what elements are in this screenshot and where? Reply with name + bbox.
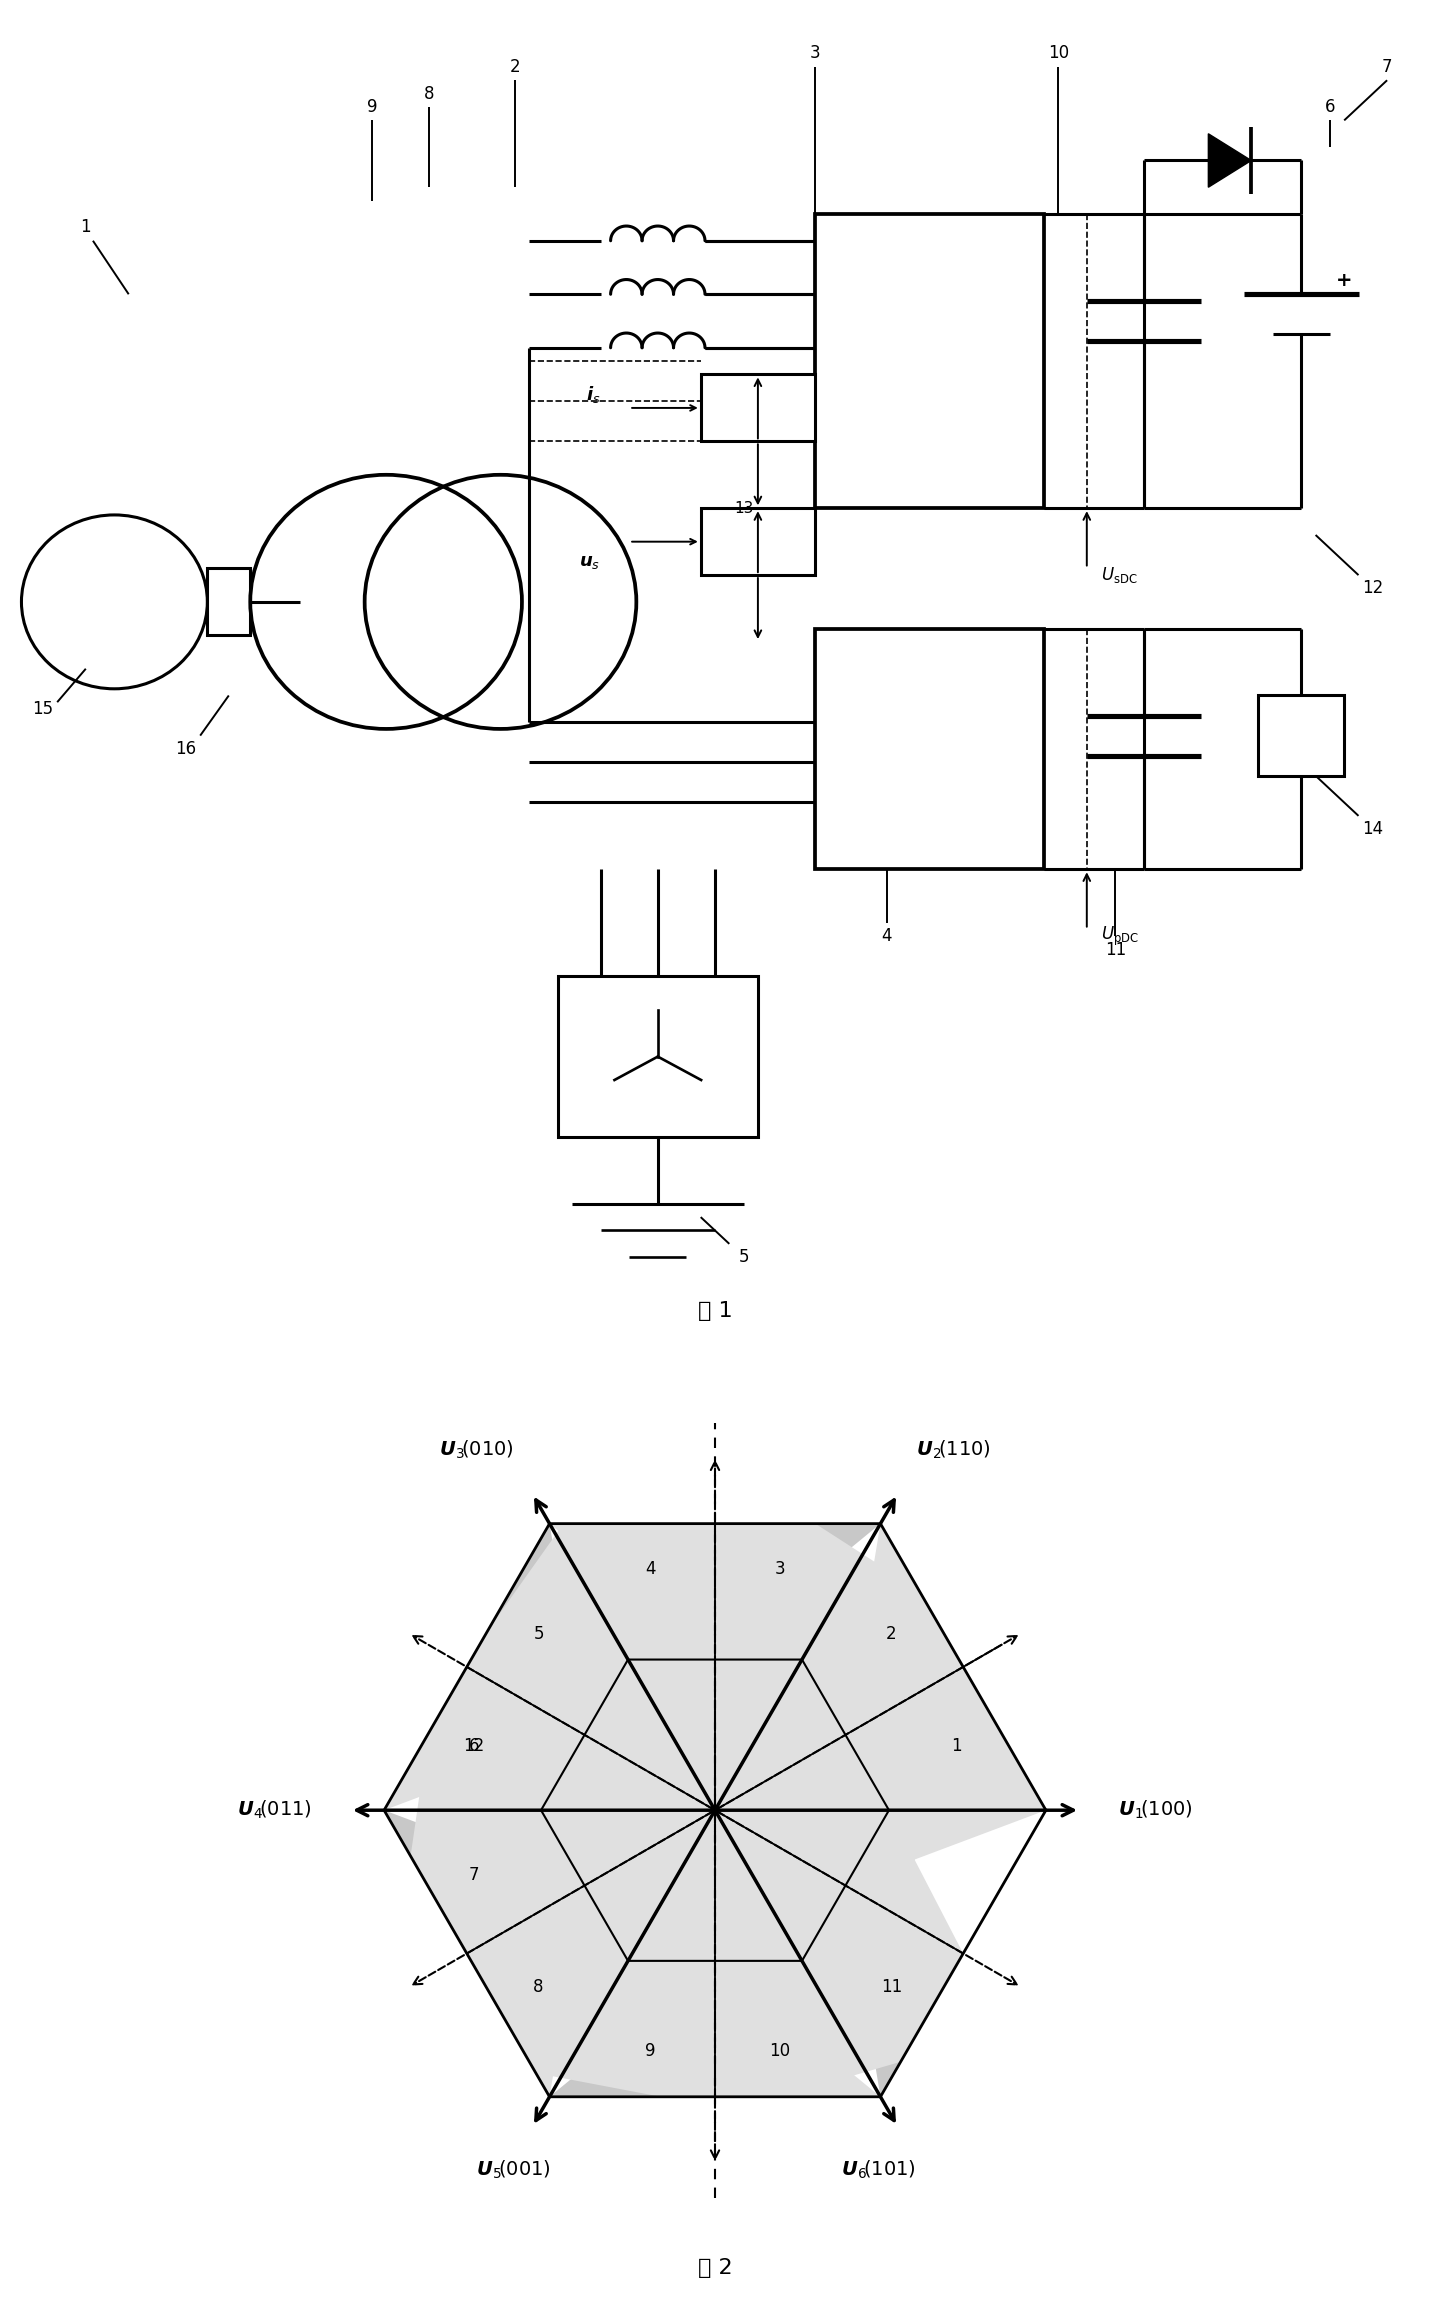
- Text: $\boldsymbol{U}_5\!(001)$: $\boldsymbol{U}_5\!(001)$: [476, 2158, 551, 2181]
- Text: $\boldsymbol{U}_6\!(101)$: $\boldsymbol{U}_6\!(101)$: [841, 2158, 917, 2181]
- Text: 7: 7: [1381, 58, 1393, 76]
- Text: $U_{\rm pDC}$: $U_{\rm pDC}$: [1101, 925, 1140, 948]
- Text: 8: 8: [423, 85, 435, 104]
- Bar: [815, 214, 1044, 507]
- Text: +: +: [1336, 272, 1353, 291]
- Polygon shape: [410, 1524, 1045, 2096]
- Polygon shape: [466, 1524, 628, 1734]
- Polygon shape: [549, 1960, 715, 2096]
- Text: 3: 3: [774, 1561, 785, 1577]
- Bar: [558, 975, 758, 1137]
- Text: 5: 5: [533, 1626, 543, 1642]
- Polygon shape: [802, 1886, 964, 2096]
- Text: 5: 5: [738, 1248, 749, 1266]
- Text: 13: 13: [734, 500, 754, 517]
- Text: 6: 6: [1324, 97, 1336, 115]
- Bar: [701, 374, 815, 440]
- Text: 12: 12: [1363, 579, 1383, 597]
- Bar: [1258, 696, 1344, 775]
- Text: $\boldsymbol{U}_2\!(110)$: $\boldsymbol{U}_2\!(110)$: [917, 1439, 991, 1462]
- Text: 4: 4: [645, 1561, 655, 1577]
- Text: $\boldsymbol{i}_s$: $\boldsymbol{i}_s$: [586, 385, 601, 406]
- Text: 9: 9: [366, 97, 378, 115]
- Text: 12: 12: [463, 1736, 485, 1755]
- Text: 10: 10: [1048, 44, 1068, 62]
- Text: $\boldsymbol{U}_1\!(100)$: $\boldsymbol{U}_1\!(100)$: [1118, 1799, 1193, 1822]
- Text: 8: 8: [533, 1979, 543, 1995]
- Text: 4: 4: [881, 927, 892, 945]
- Text: 2: 2: [509, 58, 521, 76]
- Text: 14: 14: [1363, 821, 1383, 839]
- Text: $\boldsymbol{u}_s$: $\boldsymbol{u}_s$: [579, 553, 601, 572]
- Text: 11: 11: [1105, 941, 1125, 959]
- Bar: [207, 567, 250, 634]
- Polygon shape: [845, 1667, 1045, 1810]
- Polygon shape: [466, 1886, 628, 2096]
- Text: 15: 15: [33, 699, 53, 717]
- Text: 9: 9: [645, 2043, 655, 2059]
- Text: 16: 16: [176, 740, 196, 759]
- Text: 7: 7: [469, 1866, 479, 1884]
- Text: 10: 10: [769, 2043, 791, 2059]
- Bar: [815, 630, 1044, 869]
- Text: $\boldsymbol{U}_4\!(011)$: $\boldsymbol{U}_4\!(011)$: [237, 1799, 312, 1822]
- Bar: [701, 507, 815, 574]
- Text: $\boldsymbol{U}_3\!(010)$: $\boldsymbol{U}_3\!(010)$: [439, 1439, 513, 1462]
- Polygon shape: [715, 1960, 881, 2096]
- Text: 图 1: 图 1: [698, 1301, 732, 1321]
- Text: $U_{\rm sDC}$: $U_{\rm sDC}$: [1101, 565, 1138, 586]
- Text: 6: 6: [469, 1736, 479, 1755]
- Text: 1: 1: [80, 219, 92, 238]
- Text: 3: 3: [809, 44, 821, 62]
- Polygon shape: [1208, 134, 1251, 187]
- Text: 11: 11: [881, 1979, 902, 1995]
- Polygon shape: [385, 1810, 585, 1953]
- Polygon shape: [549, 1524, 715, 1660]
- Text: 图 2: 图 2: [698, 2258, 732, 2278]
- Polygon shape: [385, 1667, 585, 1810]
- Polygon shape: [715, 1524, 881, 1660]
- Polygon shape: [802, 1524, 964, 1734]
- Text: 2: 2: [887, 1626, 897, 1642]
- Text: 1: 1: [951, 1736, 961, 1755]
